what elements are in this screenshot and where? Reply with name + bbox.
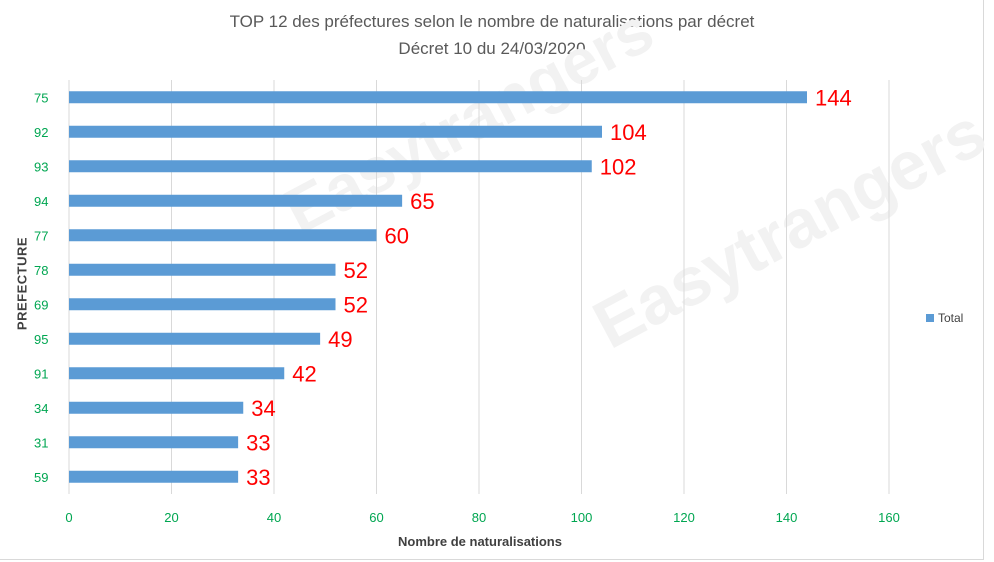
- bar: [69, 367, 285, 380]
- chart-title: TOP 12 des préfectures selon le nombre d…: [229, 12, 755, 31]
- bar: [69, 125, 602, 138]
- bar: [69, 229, 377, 242]
- x-tick-label: 120: [673, 510, 695, 525]
- y-tick-label: 95: [34, 332, 48, 347]
- x-tick-label: 60: [369, 510, 383, 525]
- data-label: 102: [600, 154, 637, 179]
- x-tick-label: 20: [164, 510, 178, 525]
- data-label: 52: [344, 292, 368, 317]
- y-tick-label: 59: [34, 470, 48, 485]
- y-tick-label: 92: [34, 125, 48, 140]
- data-label: 52: [344, 258, 368, 283]
- bar: [69, 263, 336, 276]
- y-axis-label: PREFECTURE: [14, 236, 30, 331]
- y-tick-label: 31: [34, 435, 48, 450]
- bar: [69, 194, 403, 207]
- y-tick-label: 34: [34, 401, 48, 416]
- data-label: 42: [292, 361, 316, 386]
- y-tick-label: 94: [34, 194, 48, 209]
- data-label: 65: [410, 189, 434, 214]
- bar: [69, 401, 244, 414]
- data-label: 33: [246, 465, 270, 490]
- bar: [69, 160, 592, 173]
- y-tick-label: 91: [34, 366, 48, 381]
- x-axis-label: Nombre de naturalisations: [398, 534, 562, 549]
- legend: Total: [926, 311, 963, 325]
- data-label: 60: [385, 223, 409, 248]
- bar: [69, 470, 239, 483]
- x-tick-label: 40: [267, 510, 281, 525]
- y-tick-label: 78: [34, 263, 48, 278]
- data-label: 144: [815, 85, 852, 110]
- x-tick-label: 140: [776, 510, 798, 525]
- bar: [69, 298, 336, 311]
- x-tick-label: 100: [571, 510, 593, 525]
- x-tick-label: 160: [878, 510, 900, 525]
- bar: [69, 332, 321, 345]
- chart-subtitle: Décret 10 du 24/03/2020: [398, 39, 586, 58]
- data-label: 49: [328, 327, 352, 352]
- legend-label: Total: [938, 311, 964, 325]
- watermark-text: Easytrangers: [273, 0, 665, 247]
- x-tick-label: 0: [65, 510, 72, 525]
- x-tick-label: 80: [472, 510, 486, 525]
- y-tick-label: 75: [34, 90, 48, 105]
- data-label: 33: [246, 430, 270, 455]
- y-tick-label: 69: [34, 297, 48, 312]
- y-tick-label: 77: [34, 228, 48, 243]
- chart-title-block: TOP 12 des préfectures selon le nombre d…: [0, 8, 984, 62]
- bar: [69, 91, 807, 104]
- legend-swatch: [926, 314, 934, 322]
- data-label: 34: [251, 396, 275, 421]
- data-label: 104: [610, 120, 647, 145]
- bar: [69, 436, 239, 449]
- y-tick-label: 93: [34, 159, 48, 174]
